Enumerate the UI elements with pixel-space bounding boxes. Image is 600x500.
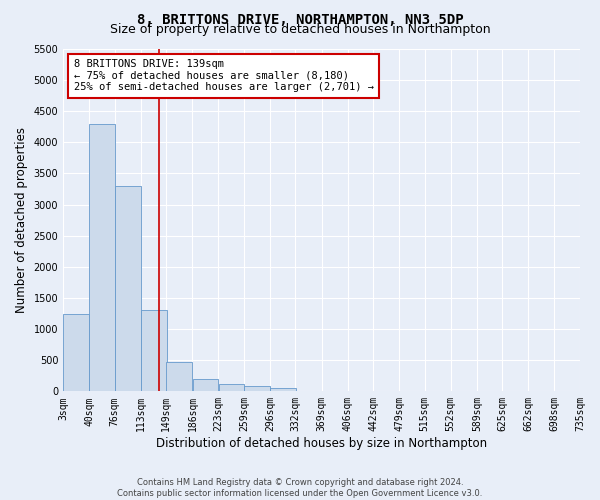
X-axis label: Distribution of detached houses by size in Northampton: Distribution of detached houses by size … bbox=[156, 437, 487, 450]
Bar bbox=[141, 310, 167, 392]
Bar bbox=[270, 388, 296, 392]
Bar bbox=[115, 186, 140, 392]
Bar bbox=[244, 386, 270, 392]
Text: 8 BRITTONS DRIVE: 139sqm
← 75% of detached houses are smaller (8,180)
25% of sem: 8 BRITTONS DRIVE: 139sqm ← 75% of detach… bbox=[74, 60, 374, 92]
Text: Contains HM Land Registry data © Crown copyright and database right 2024.
Contai: Contains HM Land Registry data © Crown c… bbox=[118, 478, 482, 498]
Bar bbox=[166, 362, 192, 392]
Y-axis label: Number of detached properties: Number of detached properties bbox=[15, 127, 28, 313]
Bar bbox=[218, 384, 244, 392]
Bar bbox=[64, 314, 89, 392]
Text: 8, BRITTONS DRIVE, NORTHAMPTON, NN3 5DP: 8, BRITTONS DRIVE, NORTHAMPTON, NN3 5DP bbox=[137, 12, 463, 26]
Bar bbox=[89, 124, 115, 392]
Bar bbox=[193, 379, 218, 392]
Text: Size of property relative to detached houses in Northampton: Size of property relative to detached ho… bbox=[110, 22, 490, 36]
